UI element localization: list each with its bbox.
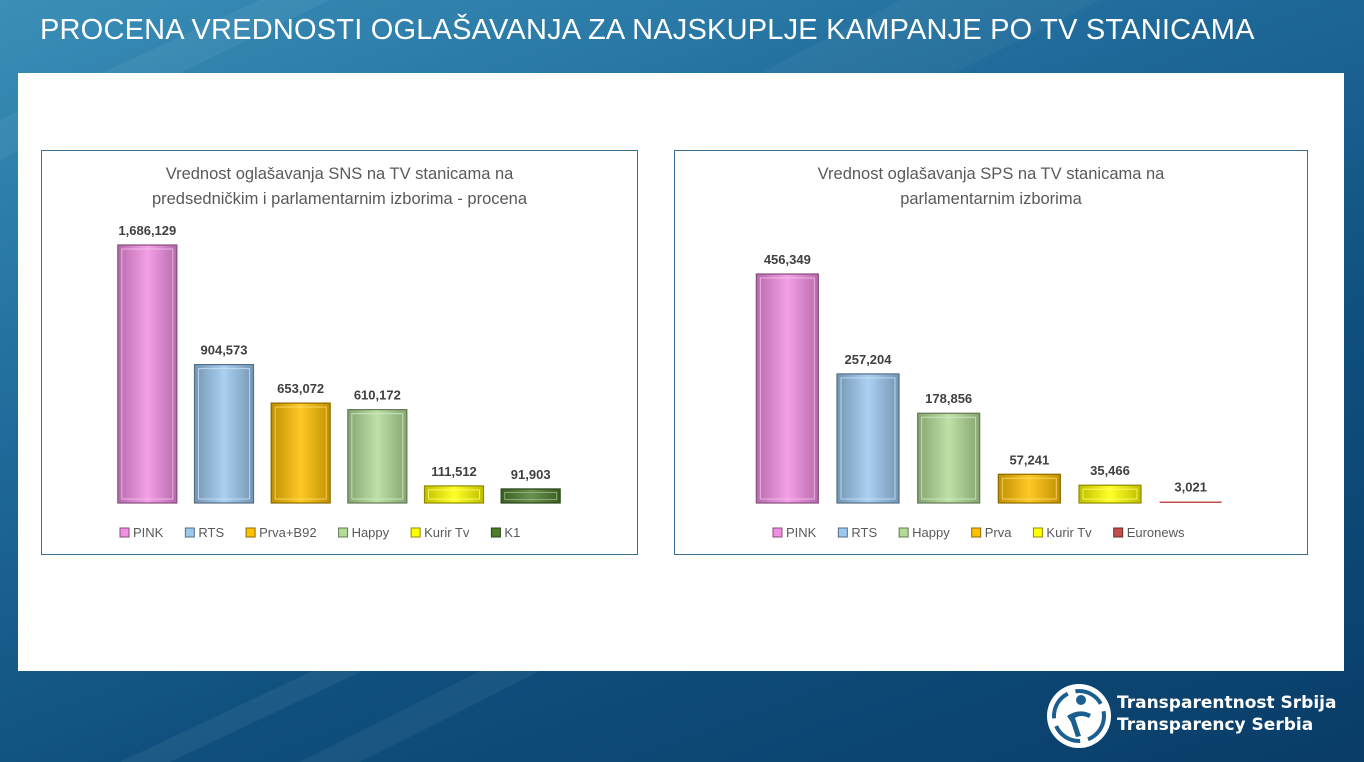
legend-item-rts: RTS <box>837 525 877 540</box>
legend-swatch <box>971 527 982 538</box>
bar-k1 <box>500 488 561 504</box>
legend-label: K1 <box>504 525 520 540</box>
legend-swatch <box>837 527 848 538</box>
legend-swatch <box>184 527 195 538</box>
bar-bevel <box>351 413 404 500</box>
chart-title-line: parlamentarnim izborima <box>900 190 1082 208</box>
sps-chart: Vrednost oglašavanja SPS na TV stanicama… <box>674 150 1308 555</box>
legend-swatch <box>1032 527 1043 538</box>
bar-pink <box>117 244 178 504</box>
bar-bevel <box>121 248 174 500</box>
chart-title-line: Vrednost oglašavanja SNS na TV stanicama… <box>166 165 514 183</box>
data-label-prva-b92: 653,072 <box>277 381 324 396</box>
data-label-kurir-tv: 111,512 <box>431 464 477 479</box>
legend-label: PINK <box>133 525 164 540</box>
chart-title-line: Vrednost oglašavanja SPS na TV stanicama… <box>818 165 1166 183</box>
legend-item-rts: RTS <box>184 525 224 540</box>
data-label-happy: 610,172 <box>354 388 401 403</box>
data-label-happy: 178,856 <box>925 391 972 406</box>
data-label-k1: 91,903 <box>511 467 551 482</box>
bar-bevel <box>428 489 480 500</box>
legend-item-prva: Prva <box>971 525 1013 540</box>
data-label-euronews: 3,021 <box>1174 479 1207 494</box>
logo-line-2: Transparency Serbia <box>1117 715 1314 735</box>
sps-chart-svg: Vrednost oglašavanja SPS na TV stanicama… <box>755 165 1222 540</box>
legend-label: Happy <box>912 525 950 540</box>
logo-line-1: Transparentnost Srbija <box>1117 693 1337 713</box>
legend-label: PINK <box>786 525 817 540</box>
bar-happy <box>347 409 408 504</box>
sns-chart: Vrednost oglašavanja SNS na TV stanicama… <box>41 150 638 555</box>
legend-item-pink: PINK <box>119 525 164 540</box>
legend-item-kurir-tv: Kurir Tv <box>410 525 470 540</box>
bar-happy <box>917 412 981 504</box>
legend-label: Euronews <box>1127 525 1185 540</box>
bar-bevel <box>1082 488 1138 500</box>
bar-pink <box>755 273 819 504</box>
bar-prva-b92 <box>270 402 331 504</box>
bar-kurir-tv <box>1078 484 1142 504</box>
bar-kurir-tv <box>423 485 485 504</box>
logo-emblem-icon <box>1047 684 1111 748</box>
chart-title-line: predsedničkim i parlamentarnim izborima … <box>152 190 528 208</box>
bar-euronews <box>1159 501 1222 503</box>
data-label-pink: 456,349 <box>764 252 811 267</box>
bar-bevel <box>504 491 558 500</box>
legend-label: Kurir Tv <box>1046 525 1092 540</box>
bar-bevel <box>840 377 896 500</box>
bar-rts <box>836 373 900 504</box>
data-label-pink: 1,686,129 <box>118 223 176 238</box>
bar-bevel <box>1001 477 1057 500</box>
sns-chart-svg: Vrednost oglašavanja SNS na TV stanicama… <box>117 165 561 540</box>
legend-swatch <box>898 527 909 538</box>
slide-title: PROCENA VREDNOSTI OGLAŠAVANJA ZA NAJSKUP… <box>40 14 1255 46</box>
bar-bevel <box>274 406 327 500</box>
legend-swatch <box>245 527 256 538</box>
data-label-kurir-tv: 35,466 <box>1090 463 1130 478</box>
legend-swatch <box>119 527 130 538</box>
bar-bevel <box>921 416 977 500</box>
legend-label: Prva+B92 <box>259 525 316 540</box>
legend-swatch <box>490 527 501 538</box>
data-label-rts: 904,573 <box>201 343 248 358</box>
legend-item-prva-b92: Prva+B92 <box>245 525 317 540</box>
legend-item-k1: K1 <box>490 525 520 540</box>
legend-swatch <box>772 527 783 538</box>
data-label-prva: 57,241 <box>1009 452 1049 467</box>
data-label-rts: 257,204 <box>845 352 893 367</box>
legend-swatch <box>1113 527 1124 538</box>
legend-swatch <box>410 527 421 538</box>
bar-rts <box>193 363 255 504</box>
legend-item-happy: Happy <box>338 525 390 540</box>
bar-bevel <box>198 368 250 500</box>
legend-item-euronews: Euronews <box>1113 525 1185 540</box>
bar-bevel <box>759 277 815 500</box>
legend-item-pink: PINK <box>772 525 817 540</box>
legend-swatch <box>338 527 349 538</box>
legend-item-kurir-tv: Kurir Tv <box>1032 525 1092 540</box>
legend-label: RTS <box>198 525 224 540</box>
transparency-serbia-logo: Transparentnost Srbija Transparency Serb… <box>1045 682 1345 752</box>
legend-item-happy: Happy <box>898 525 950 540</box>
legend-label: RTS <box>851 525 877 540</box>
legend-label: Happy <box>352 525 390 540</box>
legend-label: Prva <box>985 525 1013 540</box>
bar-prva <box>997 473 1061 504</box>
legend-label: Kurir Tv <box>424 525 470 540</box>
